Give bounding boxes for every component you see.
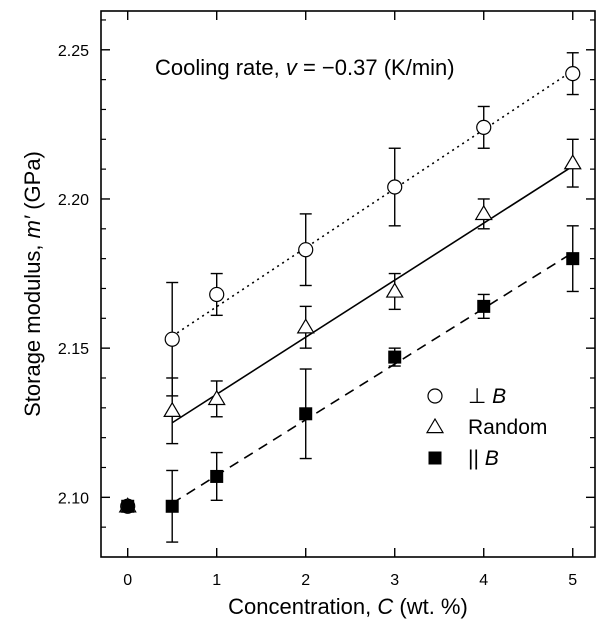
y-axis-label: Storage modulus, m′ (GPa) [20, 151, 45, 417]
x-axis-label: Concentration, C (wt. %) [228, 594, 468, 619]
legend-marker-square-filled [428, 451, 442, 465]
data-point-circle-open [565, 66, 581, 82]
data-point-square-filled [210, 469, 224, 483]
data-markers [118, 66, 582, 514]
data-point-triangle-open [163, 401, 182, 418]
y-tick-label: 2.15 [58, 341, 89, 358]
legend-marker-triangle-open [425, 417, 445, 434]
x-tick-label: 2 [301, 572, 310, 589]
legend: ⊥ B Random || B [425, 385, 547, 470]
legend-label: || B [468, 447, 499, 470]
plot-frame [100, 10, 596, 558]
data-point-square-filled [299, 407, 313, 421]
y-tick-label: 2.25 [58, 43, 89, 60]
data-point-circle-open [298, 242, 314, 258]
fit-line-square-filled [171, 251, 574, 504]
y-tick-label: 2.20 [58, 192, 89, 209]
y-tick-label: 2.10 [58, 490, 89, 507]
data-point-triangle-open [207, 389, 226, 406]
legend-marker-circle-open [427, 388, 443, 404]
data-point-square-filled [121, 499, 135, 513]
data-point-triangle-open [563, 153, 582, 170]
legend-label: Random [468, 416, 547, 439]
fit-line-triangle-open [171, 165, 574, 424]
data-point-triangle-open [296, 318, 315, 334]
data-point-square-filled [566, 252, 580, 266]
x-tick-label: 3 [390, 572, 399, 589]
data-point-circle-open [209, 286, 225, 303]
fit-line-circle-open [171, 70, 574, 337]
data-point-circle-open [476, 119, 492, 135]
chart-title: Cooling rate, v = −0.37 (K/min) [155, 55, 455, 80]
data-point-circle-open [387, 179, 403, 195]
x-tick-label: 0 [123, 572, 132, 589]
data-point-square-filled [477, 299, 491, 313]
x-tick-label: 5 [568, 572, 577, 589]
data-point-triangle-open [385, 282, 404, 298]
data-point-square-filled [388, 350, 402, 364]
data-point-circle-open [164, 331, 180, 347]
error-bars [166, 52, 579, 543]
fit-lines [171, 70, 574, 504]
legend-label: ⊥ B [468, 385, 506, 408]
data-point-square-filled [165, 499, 179, 513]
x-tick-label: 1 [212, 572, 221, 589]
x-tick-label: 4 [479, 572, 488, 589]
data-point-triangle-open [474, 204, 493, 221]
axes: 0 1 2 3 4 5 2.10 2.15 2.20 2.25 [58, 11, 595, 589]
